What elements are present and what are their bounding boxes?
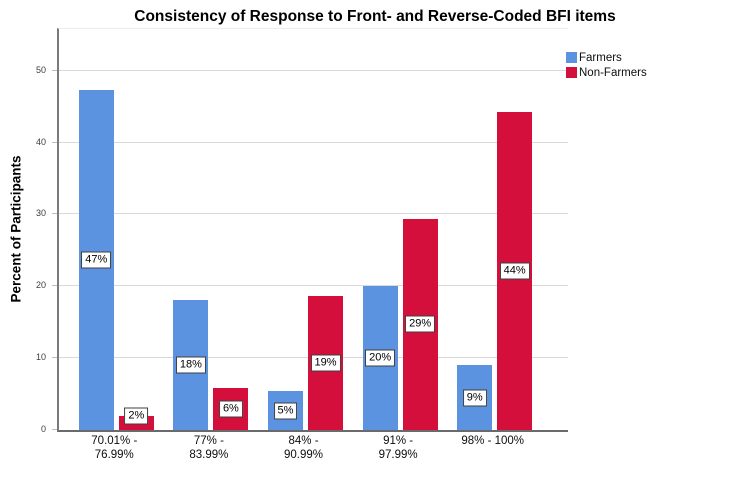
y-tick-mark-30 <box>52 213 57 215</box>
y-tick-label-40: 40 <box>35 136 46 147</box>
legend: Farmers Non-Farmers <box>566 50 647 80</box>
y-tick-mark-50 <box>52 69 57 71</box>
y-gridline-50 <box>59 69 568 71</box>
y-tick-label-20: 20 <box>35 280 46 291</box>
bar-value-label-farmers-3: 5% <box>273 402 298 420</box>
bar-value-label-non-farmers-1: 2% <box>124 407 149 425</box>
plot-area: 47% 2% 18% 6% 5% 19% 20% 29% 9% 44% <box>57 28 568 432</box>
y-gridline-40 <box>59 141 568 143</box>
bar-value-label-non-farmers-4: 29% <box>405 315 436 333</box>
bar-value-label-non-farmers-2: 6% <box>218 400 243 418</box>
y-tick-label-30: 30 <box>35 208 46 219</box>
bar-value-label-farmers-4: 20% <box>365 349 396 367</box>
bar-value-label-farmers-1: 47% <box>81 251 112 269</box>
x-tick-label-1: 70.01% - 76.99% <box>91 435 138 461</box>
y-gridline-30 <box>59 213 568 215</box>
y-tick-label-10: 10 <box>35 352 46 363</box>
legend-label-farmers: Farmers <box>579 51 622 64</box>
y-tick-mark-10 <box>52 357 57 359</box>
y-tick-mark-20 <box>52 285 57 287</box>
x-tick-label-4: 91% - 97.99% <box>378 435 418 461</box>
y-tick-label-0: 0 <box>40 424 46 434</box>
y-tick-mark-40 <box>52 141 57 143</box>
y-tick-label-50: 50 <box>35 64 46 75</box>
x-tick-label-2: 77% - 83.99% <box>189 435 229 461</box>
legend-item-non-farmers: Non-Farmers <box>566 65 647 80</box>
bar-value-label-farmers-5: 9% <box>462 389 487 407</box>
x-tick-label-5: 98% - 100% <box>461 435 525 447</box>
chart-title: Consistency of Response to Front- and Re… <box>134 8 616 25</box>
y-gridline-20 <box>59 285 568 287</box>
legend-item-farmers: Farmers <box>566 50 647 65</box>
bar-value-label-farmers-2: 18% <box>175 356 206 374</box>
bar-value-label-non-farmers-5: 44% <box>499 262 530 280</box>
y-tick-mark-0 <box>52 429 57 430</box>
x-tick-label-3: 84% - 90.99% <box>283 435 324 461</box>
legend-label-non-farmers: Non-Farmers <box>579 66 647 79</box>
legend-swatch-icon-non-farmers <box>566 67 577 78</box>
legend-swatch-icon-farmers <box>566 52 577 63</box>
bar-value-label-non-farmers-3: 19% <box>310 354 341 372</box>
